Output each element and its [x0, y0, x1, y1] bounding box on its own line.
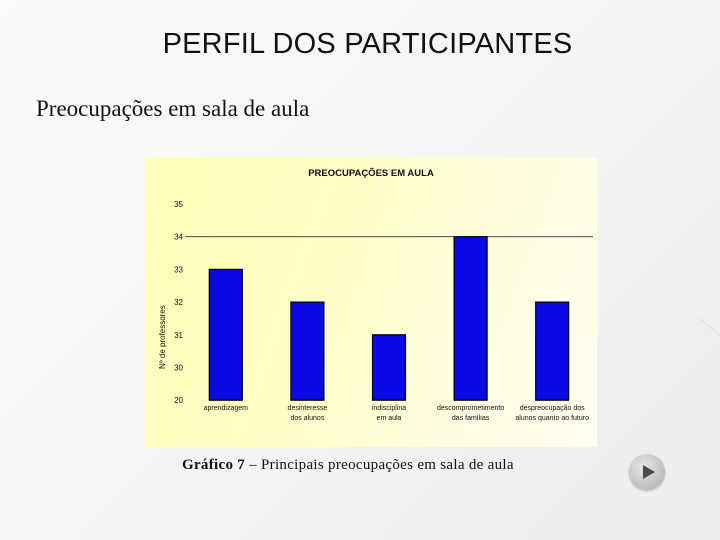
x-tick-label: despreocupação dos: [520, 405, 585, 412]
bar: [371, 334, 407, 401]
bar: [453, 236, 488, 401]
chart-title: PREOCUPAÇÕES EM AULA: [308, 168, 434, 179]
x-tick-label: alunos quanto ao futuro: [515, 415, 589, 422]
y-tick-label: 30: [174, 364, 183, 373]
x-tick-label: desinteresse: [288, 405, 328, 412]
x-tick-label: em aula: [377, 415, 402, 422]
x-tick-label: descomprometimento: [437, 405, 504, 412]
next-slide-button[interactable]: [629, 454, 665, 490]
bar-chart: PREOCUPAÇÕES EM AULA Nº de professores 35 3…: [158, 168, 593, 422]
bar: [290, 301, 325, 401]
x-tick-label: aprendizagem: [204, 405, 249, 412]
slide-title: PERFIL DOS PARTICIPANTES: [162, 28, 573, 60]
decorative-line: [699, 318, 720, 345]
y-tick-label: 34: [174, 233, 183, 242]
y-tick-label: 20: [174, 396, 183, 405]
slide-subtitle: Preocupações em sala de aula: [36, 96, 310, 121]
y-tick-label: 31: [174, 331, 183, 340]
y-tick-label: 33: [174, 265, 183, 274]
caption-label: Gráfico 7: [182, 457, 246, 473]
x-tick-label: indisciplina: [372, 405, 406, 412]
chart-panel: PREOCUPAÇÕES EM AULA Nº de professores 35 3…: [145, 157, 597, 447]
x-tick-label: dos alunos: [290, 415, 324, 422]
figure-caption: Gráfico 7 – Principais preocupações em s…: [182, 457, 514, 474]
caption-text: – Principais preocupações em sala de aul…: [245, 457, 514, 473]
y-tick-label: 32: [174, 298, 183, 307]
y-axis-label: Nº de professores: [158, 305, 167, 369]
x-tick-label: das famílias: [452, 415, 490, 422]
bar: [535, 301, 570, 401]
play-arrow-icon: [643, 465, 655, 479]
y-tick-label: 35: [174, 200, 183, 209]
bar: [208, 268, 243, 401]
